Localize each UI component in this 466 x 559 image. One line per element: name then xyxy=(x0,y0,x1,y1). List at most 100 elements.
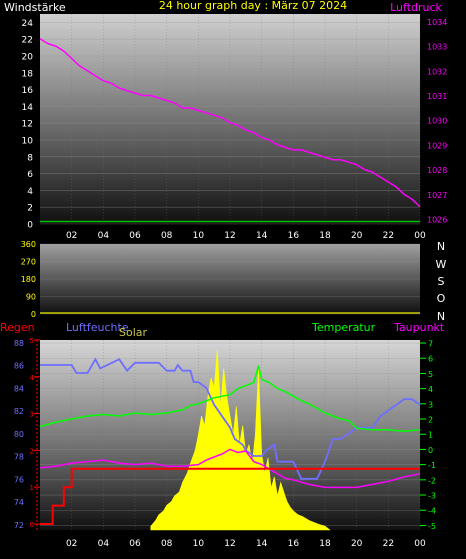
top-left-tick-label: 16 xyxy=(22,86,34,96)
bottom-x-tick-label: 18 xyxy=(319,539,331,549)
temp-tick-label: -1 xyxy=(428,461,436,470)
luftdruck-line xyxy=(39,38,421,208)
solar-label: Solar xyxy=(119,326,148,339)
humidity-tick-label: 88 xyxy=(14,339,24,348)
humidity-tick-label: 76 xyxy=(14,475,24,484)
bottom-x-tick-label: 14 xyxy=(256,539,268,549)
wind-y-tick-label: 360 xyxy=(21,240,36,249)
top-left-tick-label: 18 xyxy=(22,69,34,79)
wind-y-tick-label: 270 xyxy=(21,258,36,267)
temp-tick-label: 1 xyxy=(428,431,433,440)
top-left-tick-label: 2 xyxy=(27,204,33,214)
bottom-x-tick-label: 00 xyxy=(414,539,426,549)
bottom-x-tick-label: 02 xyxy=(66,539,77,549)
top-x-tick-label: 16 xyxy=(288,231,300,241)
top-x-tick-label: 04 xyxy=(98,231,110,241)
chart-marks xyxy=(39,38,421,531)
wind-direction-plot-area xyxy=(40,244,420,314)
regen-tick-label: 1 xyxy=(30,484,34,492)
taupunkt-label: Taupunkt xyxy=(393,321,445,334)
top-x-tick-label: 00 xyxy=(414,231,426,241)
temp-tick-label: -2 xyxy=(428,476,436,485)
temp-tick-label: -5 xyxy=(428,522,436,531)
top-left-tick-label: 4 xyxy=(27,187,33,197)
windstaerke-label: Windstärke xyxy=(4,1,66,14)
wind-grid xyxy=(40,243,420,315)
temp-tick-label: 6 xyxy=(428,355,433,364)
top-x-tick-label: 10 xyxy=(193,231,205,241)
temperatur-label: Temperatur xyxy=(311,321,376,334)
temp-tick-label: -4 xyxy=(428,507,436,516)
regen-label: Regen xyxy=(0,321,35,334)
top-right-tick-label: 1026 xyxy=(427,216,447,225)
winddir-letter-n-bottom: N xyxy=(437,310,445,323)
taupunkt-line xyxy=(39,448,421,489)
top-left-tick-label: 6 xyxy=(27,170,33,180)
temp-tick-label: 5 xyxy=(428,370,433,379)
regen-tick-label: 4 xyxy=(30,374,35,382)
top-x-tick-label: 12 xyxy=(224,231,235,241)
winddir-letter-o: O xyxy=(437,292,446,305)
temp-tick-label: -3 xyxy=(428,492,436,501)
regen-tick-label: 5 xyxy=(30,337,34,345)
regen-tick-label: 2 xyxy=(30,447,34,455)
top-x-tick-label: 20 xyxy=(351,231,363,241)
bottom-x-tick-label: 12 xyxy=(224,539,235,549)
humidity-tick-label: 82 xyxy=(14,407,24,416)
top-right-tick-label: 1029 xyxy=(427,141,447,150)
bottom-x-tick-label: 16 xyxy=(288,539,300,549)
winddir-letter-n-top: N xyxy=(437,240,445,253)
winddir-letter-w: W xyxy=(436,258,447,271)
tick-labels: 0246810121416182022241026102710281029103… xyxy=(14,18,448,549)
temp-tick-label: 3 xyxy=(428,400,433,409)
regen-tick-label: 3 xyxy=(30,411,34,419)
wind-y-tick-label: 0 xyxy=(31,310,36,319)
top-right-tick-label: 1030 xyxy=(427,117,447,126)
top-left-tick-label: 14 xyxy=(22,103,34,113)
top-left-tick-label: 0 xyxy=(27,221,33,231)
top-left-tick-label: 12 xyxy=(22,120,33,130)
solar-area xyxy=(150,349,331,531)
top-right-tick-label: 1027 xyxy=(427,191,447,200)
top-x-tick-label: 18 xyxy=(319,231,331,241)
humidity-tick-label: 72 xyxy=(14,521,24,530)
bottom-x-tick-label: 04 xyxy=(98,539,110,549)
regen-line xyxy=(40,467,420,525)
bottom-x-tick-label: 08 xyxy=(161,539,173,549)
temperatur-line xyxy=(39,365,421,432)
temp-tick-label: 7 xyxy=(428,340,433,349)
temp-tick-label: 4 xyxy=(428,385,433,394)
wind-y-tick-label: 90 xyxy=(26,293,36,302)
top-right-tick-label: 1031 xyxy=(427,92,447,101)
humidity-tick-label: 84 xyxy=(14,384,24,393)
top-x-tick-label: 06 xyxy=(129,231,141,241)
top-right-tick-label: 1034 xyxy=(427,18,447,27)
luftfeuchte-label: Luftfeuchte xyxy=(66,321,129,334)
wind-y-tick-label: 180 xyxy=(21,275,36,284)
top-x-tick-label: 02 xyxy=(66,231,77,241)
top-left-tick-label: 22 xyxy=(22,36,33,46)
top-x-tick-label: 14 xyxy=(256,231,268,241)
bottom-x-tick-label: 10 xyxy=(193,539,205,549)
top-x-tick-label: 22 xyxy=(383,231,394,241)
temp-tick-label: 2 xyxy=(428,416,433,425)
top-right-tick-label: 1033 xyxy=(427,43,447,52)
winddir-letter-s: S xyxy=(438,275,445,288)
top-left-tick-label: 20 xyxy=(22,53,34,63)
top-left-tick-label: 10 xyxy=(22,137,34,147)
bottom-x-tick-label: 20 xyxy=(351,539,363,549)
top-left-tick-label: 8 xyxy=(27,153,33,163)
humidity-tick-label: 78 xyxy=(14,453,24,462)
top-x-tick-label: 08 xyxy=(161,231,173,241)
bottom-x-tick-label: 06 xyxy=(129,539,141,549)
humidity-tick-label: 80 xyxy=(14,430,24,439)
temp-tick-label: 0 xyxy=(428,446,433,455)
humidity-tick-label: 74 xyxy=(14,498,24,507)
bottom-x-tick-label: 22 xyxy=(383,539,394,549)
top-right-tick-label: 1032 xyxy=(427,67,447,76)
top-grid xyxy=(40,14,421,225)
top-right-tick-label: 1028 xyxy=(427,166,447,175)
humidity-tick-label: 86 xyxy=(14,362,24,371)
